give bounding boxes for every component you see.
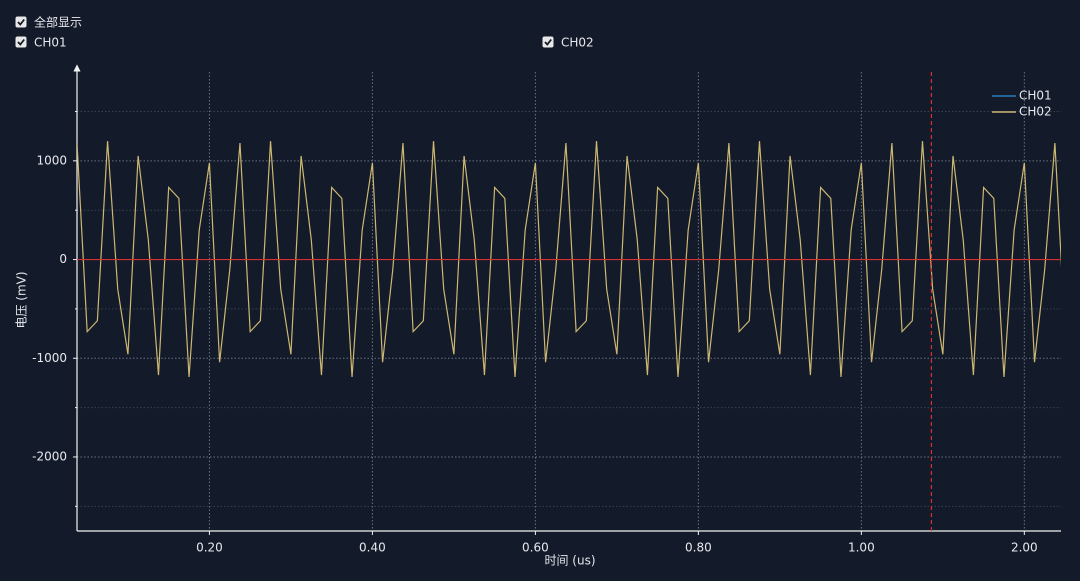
checkbox[interactable]: CH01 — [15, 36, 67, 50]
x-tick-label: 0.40 — [359, 541, 386, 555]
checkbox-check[interactable] — [544, 38, 552, 46]
checkbox[interactable]: 全部显示 — [15, 15, 82, 30]
y-tick-label: 1000 — [36, 153, 67, 167]
checkbox-box[interactable] — [15, 36, 27, 48]
controls: 全部显示 CH01 CH02 — [15, 15, 594, 50]
checkbox-label[interactable]: 全部显示 — [34, 15, 82, 30]
y-tick-label: -2000 — [32, 449, 67, 463]
checkbox[interactable]: CH02 — [542, 36, 594, 50]
x-tick-label: 0.60 — [522, 541, 549, 555]
plot-area — [77, 72, 1061, 531]
legend-label: CH02 — [1019, 105, 1052, 119]
x-axis-label: 时间 (us) — [544, 554, 595, 568]
checkbox-box[interactable] — [15, 16, 27, 28]
x-tick-label: 1.00 — [848, 541, 875, 555]
checkbox-label[interactable]: CH01 — [34, 36, 67, 50]
checkbox-box[interactable] — [542, 36, 554, 48]
series-line — [77, 141, 1061, 378]
checkbox-check[interactable] — [17, 38, 25, 46]
legend-label: CH01 — [1019, 89, 1052, 103]
checkbox-label[interactable]: CH02 — [561, 36, 594, 50]
checkbox-check[interactable] — [17, 18, 25, 26]
x-tick-label: 2.00 — [1011, 541, 1038, 555]
x-tick-label: 0.20 — [196, 541, 223, 555]
y-tick-label: -1000 — [32, 351, 67, 365]
y-axis-label: 电压 (mV) — [15, 271, 29, 328]
x-tick-label: 0.80 — [685, 541, 712, 555]
y-tick-label: 0 — [59, 252, 67, 266]
